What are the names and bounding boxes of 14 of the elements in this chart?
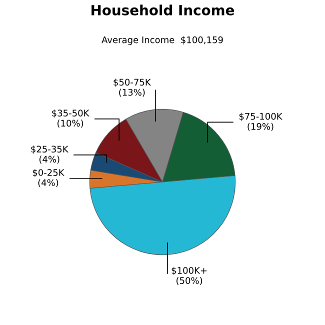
slice-label: $0-25K [32, 168, 64, 178]
data-label: (4%) [39, 156, 60, 164]
chart-title: Household Income [92, 4, 234, 16]
data-label: (19%) [248, 122, 274, 131]
data-label: (10%) [58, 120, 84, 128]
slice-label: $25-35K [31, 146, 69, 154]
data-label: (13%) [119, 88, 145, 97]
slice-label: $50-75K [114, 78, 152, 87]
slice-label: $100K+ [172, 266, 207, 276]
data-label: (50%) [176, 276, 202, 286]
chart-subtitle: Average Income $100,159 [102, 36, 223, 45]
slice-label: $75-100K [239, 112, 282, 121]
slice-label: $35-50K [52, 109, 90, 118]
data-label: (4%) [38, 179, 58, 188]
